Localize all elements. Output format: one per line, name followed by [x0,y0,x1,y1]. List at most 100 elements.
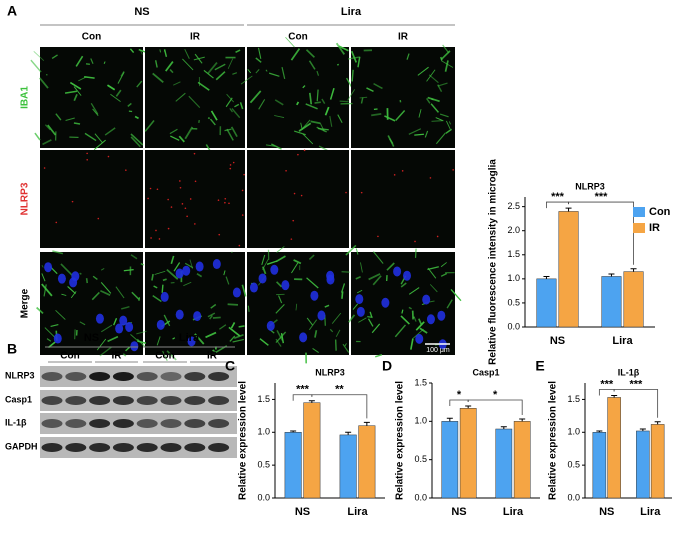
cell-process [140,262,144,266]
x-tick-label: NS [295,506,310,518]
significance-label: * [457,389,462,401]
cell-process [67,286,76,295]
signal-dot [156,188,159,191]
nucleus [53,333,62,344]
cell-process [367,315,373,319]
cell-process [429,284,438,293]
cell-process [276,281,283,288]
cell-process [316,89,319,102]
cell-process [314,330,318,338]
cell-process [41,283,53,297]
error-bar [654,421,661,425]
cell-process [249,90,262,104]
nucleus [115,323,124,334]
y-tick-label: 1.5 [507,249,520,259]
group-label: Lira [179,332,200,344]
cell-process [435,117,443,122]
cell-process [60,263,73,277]
cell-process [389,138,394,145]
cell-process [440,50,451,61]
cell-process [207,312,216,318]
signal-dot [290,238,293,240]
error-bar [500,426,507,429]
x-tick-label: Lira [612,335,633,347]
cell-process [230,322,236,329]
cell-process [139,49,143,55]
nucleus [125,321,134,332]
cell-process [69,81,82,90]
signal-dot [241,214,244,216]
cell-process [223,270,226,276]
signal-dot [414,240,416,243]
cell-process [394,324,407,338]
cell-process [100,289,111,296]
nucleus [437,310,446,321]
nucleus [258,273,267,284]
signal-dot [229,164,232,166]
cell-process [368,273,381,281]
cell-process [274,115,285,119]
cell-process [137,340,147,344]
nucleus [415,333,424,344]
blot-band [112,396,134,405]
cell-process [75,55,84,67]
signal-dot [297,153,299,156]
bar [592,432,607,499]
cell-process [255,57,262,63]
cell-process [182,58,194,71]
nucleus [270,264,279,275]
signal-dot [167,198,169,201]
cell-process [163,314,171,327]
signal-dot [345,191,347,194]
panel-label: C [225,358,235,374]
cell-process [369,311,373,318]
cell-process [298,122,312,132]
cell-process [159,49,161,53]
condition-label: Con [288,32,307,43]
panel-label: B [7,341,17,357]
bar [339,434,357,499]
cell-process [233,334,244,340]
y-tick-label: 1.0 [257,427,270,437]
cell-process [356,289,363,294]
cell-process [50,324,59,328]
cell-process [194,333,205,345]
group-label: NS [134,6,149,18]
cell-process [408,287,420,295]
signal-dot [97,217,100,220]
blot-band [112,372,134,381]
cell-process [345,244,357,256]
cell-process [259,338,269,346]
cell-process [55,113,62,121]
cell-process [316,70,320,76]
blot-band [184,396,206,405]
bar [513,421,531,499]
cell-process [55,309,66,320]
cell-process [426,69,436,82]
x-tick-label: Lira [503,506,524,518]
cell-process [85,63,90,65]
blot-band [136,396,158,405]
cell-process [257,47,262,59]
cell-process [261,266,267,275]
signal-dot [429,177,432,179]
cell-process [64,90,78,94]
cell-process [210,110,218,121]
nucleus [160,291,169,302]
signal-dot [107,155,110,158]
cell-process [91,291,100,301]
blot-band [136,443,158,452]
cell-process [235,49,241,54]
cell-process [318,145,328,151]
cell-process [268,72,280,77]
cell-process [355,248,359,255]
signal-dot [43,167,46,169]
signal-dot [228,202,230,205]
scale-bar-label: 100 μm [426,347,450,354]
cell-process [144,119,155,132]
cell-process [271,143,282,150]
cell-process [352,303,359,310]
signal-dot [393,174,396,176]
cell-process [209,314,213,320]
cell-process [276,246,285,253]
